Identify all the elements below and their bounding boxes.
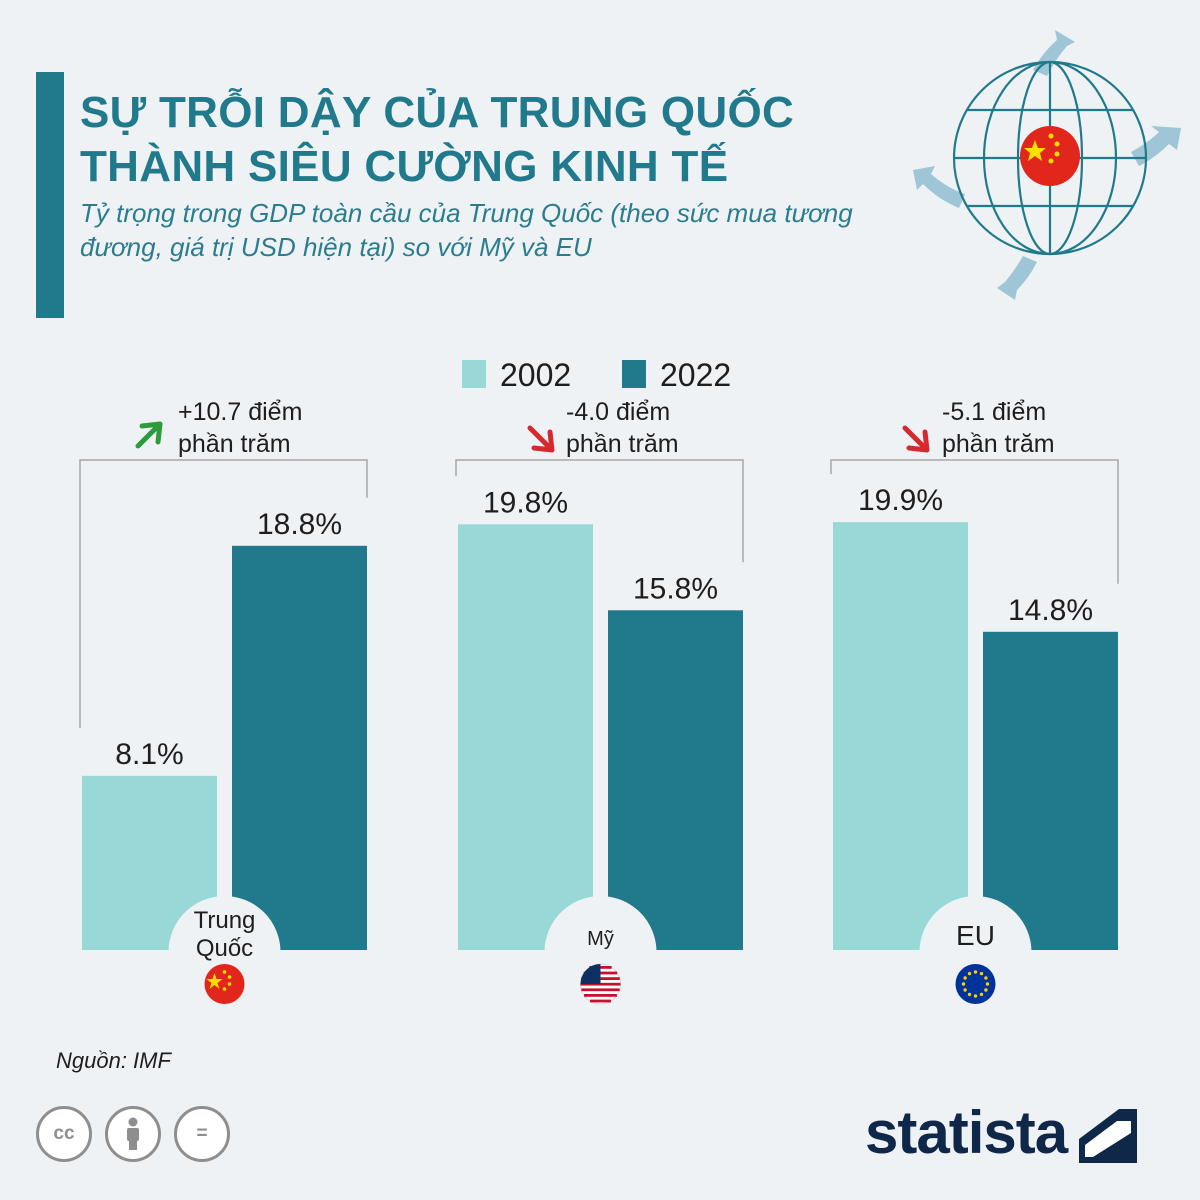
category-label-line1: Trung — [194, 907, 256, 934]
category-label-bg — [168, 896, 281, 1008]
nd-icon-label: = — [196, 1123, 208, 1144]
eu-flag-star — [984, 976, 988, 980]
category-label-bg — [544, 896, 657, 1008]
china-flag-star — [206, 973, 223, 989]
title-line-2: THÀNH SIÊU CƯỜNG KINH TẾ — [80, 142, 729, 191]
change-label-line1: -4.0 điểm — [566, 398, 670, 426]
title-line-1: SỰ TRỖI DẬY CỦA TRUNG QUỐC — [80, 88, 795, 137]
eu-flag-star — [979, 992, 984, 997]
source-note: Nguồn: IMF — [56, 1048, 171, 1073]
eu-flag-star — [973, 970, 978, 974]
category-label: EU — [956, 920, 995, 951]
globe-arrows-icon — [913, 30, 1181, 300]
value-label-2002: 8.1% — [115, 738, 183, 771]
value-label-2002: 19.8% — [483, 486, 568, 519]
change-bracket — [830, 459, 1119, 584]
down-arrow-icon — [902, 425, 930, 453]
usa-flag-stripe — [581, 988, 620, 992]
value-label-2022: 18.8% — [257, 508, 342, 541]
no-derivatives-icon[interactable]: = — [174, 1106, 230, 1162]
china-flag-small-star — [222, 987, 227, 991]
china-flag-icon — [204, 964, 245, 1004]
down-arrow-icon — [527, 425, 555, 453]
category-label-bg — [919, 896, 1032, 1008]
accent-bar — [36, 72, 64, 318]
category-label: Mỹ — [587, 928, 614, 950]
eu-flag-icon — [955, 964, 996, 1004]
eu-flag-star — [963, 988, 967, 992]
page-title: SỰ TRỖI DẬY CỦA TRUNG QUỐC THÀNH SIÊU CƯ… — [80, 86, 794, 194]
value-label-2022: 14.8% — [1008, 594, 1093, 627]
category-label-line2: Quốc — [196, 935, 253, 962]
person-icon — [127, 1117, 139, 1150]
legend-swatch-2022 — [622, 360, 646, 388]
license-icons: cc = — [36, 1106, 230, 1162]
eu-flag-star — [967, 992, 972, 997]
up-arrow-icon — [135, 421, 163, 449]
bar-chart: 2002 2022 8.1% 18.8% +10.7 điểm phần trăm Trun… — [79, 357, 1119, 1008]
change-label-line2: phần trăm — [942, 430, 1055, 458]
usa-flag-stripe — [580, 982, 621, 986]
change-label-line1: +10.7 điểm — [178, 398, 302, 426]
cc-icon[interactable]: cc — [36, 1106, 92, 1162]
legend-label-2002: 2002 — [500, 357, 571, 393]
bar-2002-1 — [458, 524, 593, 950]
china-flag-small-star — [227, 982, 232, 986]
change-bracket — [79, 459, 368, 728]
eu-flag-star — [979, 971, 984, 976]
value-label-2002: 19.9% — [858, 484, 943, 517]
subtitle: Tỷ trọng trong GDP toàn cầu của Trung Qu… — [80, 198, 853, 262]
change-label-line2: phần trăm — [178, 430, 291, 458]
china-flag-small-star — [227, 975, 232, 979]
usa-flag-canton — [580, 964, 601, 984]
change-label-line2: phần trăm — [566, 430, 679, 458]
legend-label-2022: 2022 — [660, 357, 731, 393]
eu-flag-star — [973, 994, 978, 998]
usa-flag-stripe — [584, 994, 617, 997]
value-label-2022: 15.8% — [633, 572, 718, 605]
eu-flag-star — [984, 988, 988, 992]
attribution-icon[interactable] — [105, 1106, 161, 1162]
bar-2022-2 — [983, 631, 1118, 950]
china-flag-small-star — [222, 970, 227, 974]
statista-logo-icon — [1079, 1109, 1138, 1163]
usa-flag-stripe — [589, 999, 612, 1003]
change-label-line1: -5.1 điểm — [942, 398, 1046, 426]
bar-2022-1 — [608, 610, 743, 950]
legend-swatch-2002 — [462, 360, 486, 388]
statista-logo[interactable]: statista — [865, 1098, 1138, 1168]
change-bracket — [455, 459, 744, 563]
cc-icon-label: cc — [53, 1123, 75, 1144]
bar-2002-2 — [833, 522, 968, 950]
eu-flag-star — [963, 976, 967, 980]
eu-flag-star — [961, 982, 966, 986]
eu-flag-star — [967, 971, 972, 976]
brand-name: statista — [865, 1099, 1068, 1166]
bar-2022-0 — [232, 545, 367, 950]
eu-flag-star — [985, 982, 990, 986]
